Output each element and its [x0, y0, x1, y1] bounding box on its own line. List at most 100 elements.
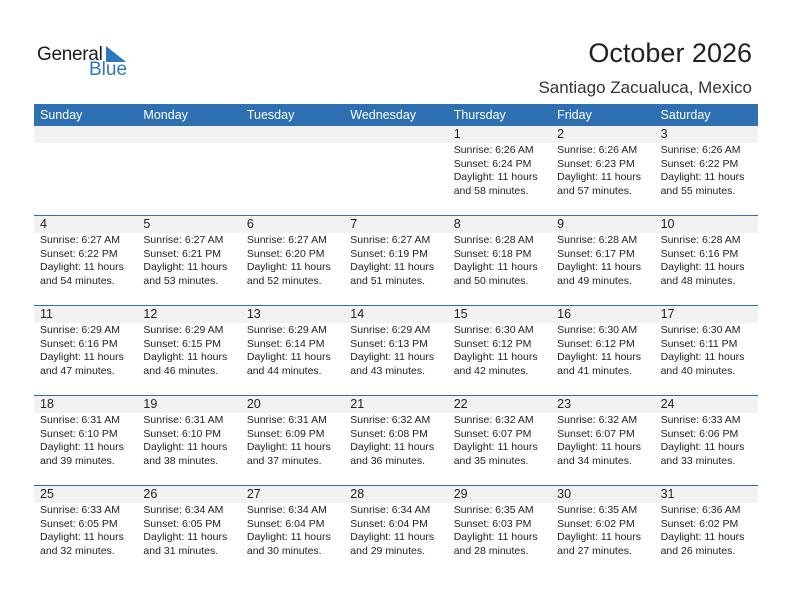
day-cell: 27 Sunrise: 6:34 AM Sunset: 6:04 PM Dayligh… [241, 486, 344, 574]
daylight: Daylight: 11 hours [453, 261, 538, 274]
daylight: Daylight: 11 hours [246, 261, 331, 274]
day-number: 11 [40, 307, 53, 321]
day-cell: 19 Sunrise: 6:31 AM Sunset: 6:10 PM Dayligh… [137, 396, 240, 484]
day-number: 30 [557, 487, 572, 501]
day-cell: 7 Sunrise: 6:27 AM Sunset: 6:19 PM Daylight… [344, 216, 447, 304]
sunrise: Sunrise: 6:36 AM [660, 504, 741, 516]
weekday-friday: Friday [557, 108, 592, 122]
daylight-minutes: and 34 minutes. [557, 454, 632, 467]
daylight: Daylight: 11 hours [660, 531, 745, 544]
sunset: Sunset: 6:20 PM [246, 247, 325, 260]
day-number: 29 [453, 487, 468, 501]
sunset: Sunset: 6:05 PM [143, 517, 222, 530]
day-number: 28 [350, 487, 365, 501]
daylight-minutes: and 38 minutes. [143, 454, 219, 467]
weekday-monday: Monday [143, 108, 188, 122]
day-info: Sunrise: 6:26 AM Sunset: 6:22 PM Daylight:… [661, 144, 758, 198]
sunrise: Sunrise: 6:31 AM [143, 414, 224, 426]
day-number-bar [34, 396, 758, 413]
day-info: Sunrise: 6:29 AM Sunset: 6:14 PM Daylight:… [247, 324, 344, 378]
day-cell: 21 Sunrise: 6:32 AM Sunset: 6:08 PM Dayligh… [344, 396, 447, 484]
weekday-saturday: Saturday [660, 108, 711, 122]
day-number: 8 [453, 217, 461, 231]
sunrise: Sunrise: 6:29 AM [350, 324, 431, 336]
sunset: Sunset: 6:07 PM [557, 427, 635, 440]
day-cell: 4 Sunrise: 6:27 AM Sunset: 6:22 PM Daylight… [34, 216, 137, 304]
sunset: Sunset: 6:03 PM [453, 517, 532, 530]
day-info: Sunrise: 6:27 AM Sunset: 6:20 PM Daylight:… [247, 234, 344, 288]
day-cell: 14 Sunrise: 6:29 AM Sunset: 6:13 PM Dayligh… [344, 306, 447, 394]
sunset: Sunset: 6:17 PM [557, 247, 635, 260]
day-number: 14 [350, 307, 365, 321]
sunset: Sunset: 6:22 PM [40, 247, 118, 260]
sunrise: Sunrise: 6:31 AM [40, 414, 120, 426]
day-info: Sunrise: 6:33 AM Sunset: 6:06 PM Daylight:… [661, 414, 758, 468]
sunset: Sunset: 6:07 PM [453, 427, 532, 440]
week-row: 4 Sunrise: 6:27 AM Sunset: 6:22 PM Daylight… [34, 215, 758, 306]
sunset: Sunset: 6:02 PM [557, 517, 635, 530]
day-number: 17 [660, 307, 675, 321]
sunset: Sunset: 6:12 PM [453, 337, 532, 350]
daylight: Daylight: 11 hours [453, 351, 538, 364]
daylight-minutes: and 27 minutes. [557, 544, 632, 557]
day-number: 21 [350, 397, 365, 411]
daylight-minutes: and 44 minutes. [246, 364, 322, 377]
day-info: Sunrise: 6:27 AM Sunset: 6:22 PM Daylight:… [40, 234, 137, 288]
daylight: Daylight: 11 hours [557, 441, 641, 454]
location: Santiago Zacualuca, Mexico [538, 78, 752, 97]
sunset: Sunset: 6:24 PM [453, 157, 532, 170]
day-number: 13 [246, 307, 261, 321]
day-number: 5 [143, 217, 151, 231]
sunrise: Sunrise: 6:27 AM [246, 234, 327, 246]
weekday-thursday: Thursday [453, 108, 506, 122]
day-cell: 26 Sunrise: 6:34 AM Sunset: 6:05 PM Dayligh… [137, 486, 240, 574]
sunrise: Sunrise: 6:29 AM [40, 324, 120, 336]
daylight: Daylight: 11 hours [350, 261, 435, 274]
sunset: Sunset: 6:12 PM [557, 337, 635, 350]
daylight: Daylight: 11 hours [660, 351, 745, 364]
day-number-bar [34, 306, 758, 323]
daylight-minutes: and 31 minutes. [143, 544, 219, 557]
daylight-minutes: and 30 minutes. [246, 544, 322, 557]
sunrise: Sunrise: 6:27 AM [40, 234, 120, 246]
daylight: Daylight: 11 hours [350, 351, 435, 364]
weekday-header: Sunday Monday Tuesday Wednesday Thursday… [34, 104, 758, 126]
sunrise: Sunrise: 6:28 AM [557, 234, 638, 246]
day-info: Sunrise: 6:30 AM Sunset: 6:11 PM Daylight:… [661, 324, 758, 378]
day-info: Sunrise: 6:31 AM Sunset: 6:10 PM Daylight:… [143, 414, 240, 468]
daylight-minutes: and 36 minutes. [350, 454, 425, 467]
day-cell: 28 Sunrise: 6:34 AM Sunset: 6:04 PM Dayligh… [344, 486, 447, 574]
day-info: Sunrise: 6:28 AM Sunset: 6:17 PM Daylight:… [557, 234, 654, 288]
day-info: Sunrise: 6:30 AM Sunset: 6:12 PM Daylight:… [557, 324, 654, 378]
day-info: Sunrise: 6:29 AM Sunset: 6:13 PM Daylight:… [350, 324, 447, 378]
daylight: Daylight: 11 hours [557, 351, 641, 364]
sunrise: Sunrise: 6:32 AM [453, 414, 534, 426]
sunrise: Sunrise: 6:30 AM [453, 324, 534, 336]
day-info: Sunrise: 6:31 AM Sunset: 6:09 PM Daylight:… [247, 414, 344, 468]
day-number: 12 [143, 307, 158, 321]
daylight-minutes: and 57 minutes. [557, 184, 632, 197]
daylight-minutes: and 49 minutes. [557, 274, 632, 287]
sunrise: Sunrise: 6:29 AM [143, 324, 224, 336]
daylight: Daylight: 11 hours [453, 441, 538, 454]
daylight-minutes: and 53 minutes. [143, 274, 219, 287]
daylight-minutes: and 32 minutes. [40, 544, 115, 557]
sunrise: Sunrise: 6:29 AM [246, 324, 327, 336]
day-cell: 22 Sunrise: 6:32 AM Sunset: 6:07 PM Dayligh… [448, 396, 551, 484]
daylight-minutes: and 43 minutes. [350, 364, 425, 377]
day-info: Sunrise: 6:31 AM Sunset: 6:10 PM Daylight:… [40, 414, 137, 468]
day-cell: 20 Sunrise: 6:31 AM Sunset: 6:09 PM Dayligh… [241, 396, 344, 484]
daylight-minutes: and 35 minutes. [453, 454, 529, 467]
day-info: Sunrise: 6:29 AM Sunset: 6:15 PM Daylight:… [143, 324, 240, 378]
sunset: Sunset: 6:16 PM [660, 247, 739, 260]
sunrise: Sunrise: 6:27 AM [350, 234, 431, 246]
day-cell: 15 Sunrise: 6:30 AM Sunset: 6:12 PM Dayligh… [448, 306, 551, 394]
day-number: 16 [557, 307, 572, 321]
day-number: 25 [40, 487, 54, 501]
sunset: Sunset: 6:06 PM [660, 427, 739, 440]
day-info: Sunrise: 6:35 AM Sunset: 6:03 PM Daylight:… [454, 504, 551, 558]
day-info: Sunrise: 6:30 AM Sunset: 6:12 PM Daylight:… [454, 324, 551, 378]
day-cell: 6 Sunrise: 6:27 AM Sunset: 6:20 PM Daylight… [241, 216, 344, 304]
sunset: Sunset: 6:18 PM [453, 247, 532, 260]
sunset: Sunset: 6:10 PM [40, 427, 118, 440]
